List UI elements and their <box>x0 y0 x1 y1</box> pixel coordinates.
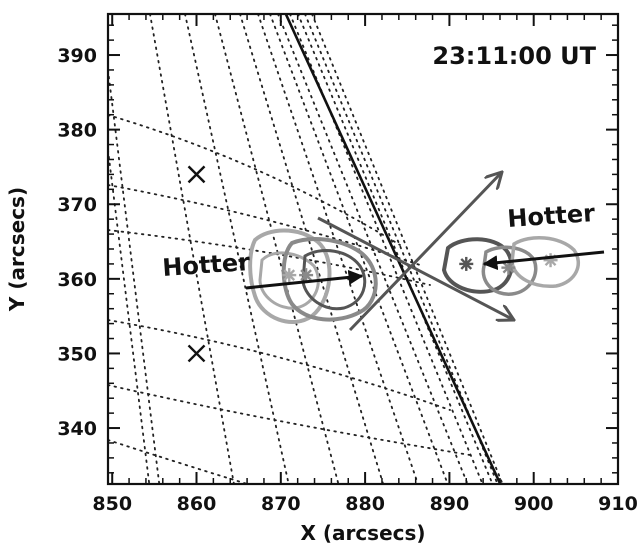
field-line <box>108 384 471 456</box>
upward-vector <box>348 172 502 332</box>
field-line <box>184 14 290 484</box>
x-marker <box>187 344 206 363</box>
x-tick-label: 870 <box>261 493 301 515</box>
y-tick-label: 390 <box>57 45 97 67</box>
x-tick-label: 900 <box>514 493 554 515</box>
contour-right-core <box>441 237 514 294</box>
source-contours <box>248 228 580 324</box>
solar-limb <box>284 14 502 484</box>
contour-left-mid <box>281 237 378 322</box>
contour-left-core <box>301 249 367 311</box>
centroid-star <box>299 268 314 283</box>
x-tick-label: 860 <box>177 493 217 515</box>
field-line <box>269 14 449 484</box>
centroid-star-stroke <box>283 269 296 281</box>
contour-right-outer <box>510 236 580 288</box>
y-axis-title: Y (arcsecs) <box>5 187 29 312</box>
data-markers <box>187 165 558 363</box>
hotter-arrow-right <box>482 250 605 271</box>
hotter-label-right: Hotter <box>506 199 596 233</box>
centroid-star <box>282 268 297 283</box>
field-line <box>239 14 385 484</box>
hotter-label-left: Hotter <box>161 248 251 282</box>
limb-line <box>284 14 502 484</box>
y-tick-label: 360 <box>57 269 97 291</box>
centroid-star <box>543 253 558 268</box>
y-tick-label: 370 <box>57 194 97 216</box>
field-line <box>311 14 504 484</box>
x-axis-title: X (arcsecs) <box>300 521 425 545</box>
x-tick-label: 850 <box>92 493 132 515</box>
field-line <box>108 149 151 484</box>
field-line <box>108 319 451 411</box>
plot-area: 850 860 870 880 890 900 910 340 350 360 370 380 390 <box>57 12 638 515</box>
contour-left-inner <box>258 251 320 310</box>
centroid-star-stroke <box>502 261 515 274</box>
time-label: 23:11:00 UT <box>432 42 596 70</box>
centroid-star-stroke <box>300 269 312 281</box>
centroid-star-stroke <box>460 258 473 270</box>
downward-vector <box>317 216 514 320</box>
y-tick-label: 380 <box>57 120 97 142</box>
field-line <box>277 14 469 484</box>
x-marker <box>187 165 206 184</box>
x-marker-stroke <box>187 344 206 363</box>
field-line <box>108 439 251 484</box>
field-line <box>108 229 431 286</box>
x-tick-label: 910 <box>598 493 638 515</box>
centroid-star <box>459 256 474 271</box>
axis-ticks: 850 860 870 880 890 900 910 340 350 360 370 380 390 <box>57 14 638 515</box>
field-line <box>108 114 401 246</box>
x-tick-label: 880 <box>345 493 385 515</box>
y-tick-label: 350 <box>57 343 97 365</box>
hotter-arrow-left <box>245 269 364 290</box>
plot-frame <box>106 12 620 486</box>
direction-arrows <box>245 172 605 332</box>
field-line <box>297 14 494 484</box>
x-tick-label: 890 <box>430 493 470 515</box>
y-tick-label: 340 <box>57 418 97 440</box>
field-line <box>149 14 235 484</box>
x-marker-stroke <box>187 165 206 184</box>
field-line <box>108 69 161 484</box>
field-line <box>289 14 484 484</box>
